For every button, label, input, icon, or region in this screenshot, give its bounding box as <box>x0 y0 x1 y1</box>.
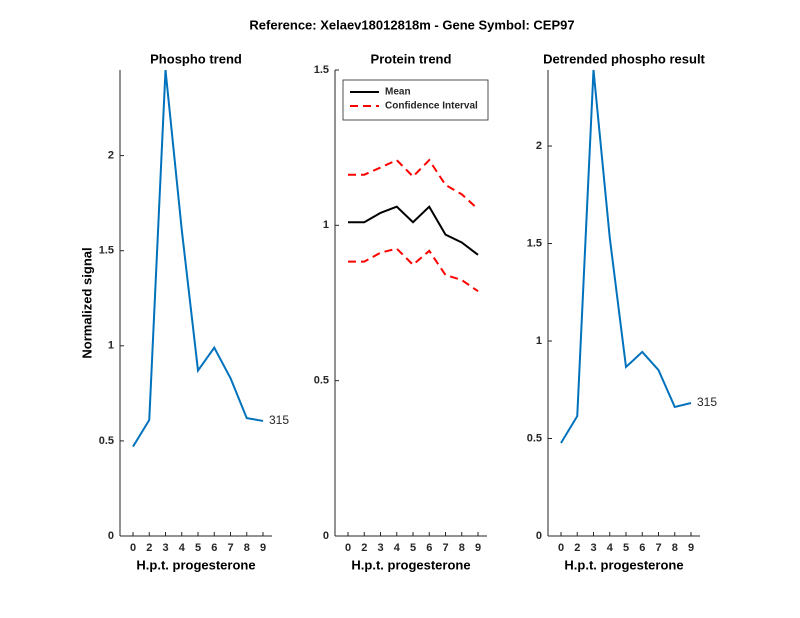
x-tick-label: 2 <box>146 542 152 554</box>
x-tick-label: 8 <box>244 542 250 554</box>
x-tick-label: 2 <box>361 542 367 554</box>
x-tick-label: 3 <box>590 542 596 554</box>
x-tick-label: 3 <box>377 542 383 554</box>
y-tick-label: 1.5 <box>99 245 114 257</box>
x-tick-label: 0 <box>558 542 564 554</box>
data-line <box>348 247 479 293</box>
x-tick-label: 8 <box>459 542 465 554</box>
legend-box <box>342 79 489 121</box>
x-tick-label: 4 <box>607 542 614 554</box>
annotation: 315 <box>269 413 289 427</box>
x-tick-label: 2 <box>574 542 580 554</box>
y-axis-label: Normalized signal <box>79 247 94 358</box>
x-tick-label: 9 <box>688 542 694 554</box>
y-tick-label: 1 <box>536 335 542 347</box>
chart-title: Phospho trend <box>150 51 242 66</box>
x-tick-label: 0 <box>345 542 351 554</box>
x-tick-label: 7 <box>442 542 448 554</box>
x-tick-label: 4 <box>179 542 186 554</box>
y-tick-label: 0.5 <box>99 435 114 447</box>
x-axis-label: H.p.t. progesterone <box>351 557 470 572</box>
y-tick-label: 0 <box>323 530 329 542</box>
x-tick-label: 6 <box>426 542 432 554</box>
legend-label: Mean <box>385 87 411 98</box>
chart-title: Protein trend <box>371 51 452 66</box>
y-tick-label: 2 <box>536 140 542 152</box>
x-tick-label: 5 <box>410 542 416 554</box>
data-line <box>348 205 479 256</box>
x-tick-label: 3 <box>162 542 168 554</box>
x-tick-label: 6 <box>211 542 217 554</box>
legend-label: Confidence Interval <box>385 101 478 112</box>
x-tick-label: 5 <box>623 542 629 554</box>
y-tick-label: 1.5 <box>527 237 542 249</box>
x-tick-label: 9 <box>260 542 266 554</box>
annotation: 315 <box>697 395 717 409</box>
chart-title: Detrended phospho result <box>543 51 705 66</box>
y-tick-label: 0.5 <box>314 375 329 387</box>
x-tick-label: 7 <box>227 542 233 554</box>
x-axis-label: H.p.t. progesterone <box>564 557 683 572</box>
data-line <box>560 69 692 444</box>
x-tick-label: 5 <box>195 542 201 554</box>
x-tick-label: 4 <box>394 542 401 554</box>
y-tick-label: 0 <box>108 530 114 542</box>
figure-title: Reference: Xelaev18012818m - Gene Symbol… <box>249 17 574 32</box>
y-tick-label: 0 <box>536 530 542 542</box>
data-line <box>132 69 264 448</box>
y-tick-label: 0.5 <box>527 432 542 444</box>
x-tick-label: 8 <box>672 542 678 554</box>
x-tick-label: 6 <box>639 542 645 554</box>
x-tick-label: 9 <box>475 542 481 554</box>
x-tick-label: 7 <box>655 542 661 554</box>
x-axis-label: H.p.t. progesterone <box>136 557 255 572</box>
y-tick-label: 2 <box>108 149 114 161</box>
y-tick-label: 1.5 <box>314 64 329 76</box>
y-tick-label: 1 <box>323 219 329 231</box>
y-tick-label: 1 <box>108 340 114 352</box>
x-tick-label: 0 <box>130 542 136 554</box>
